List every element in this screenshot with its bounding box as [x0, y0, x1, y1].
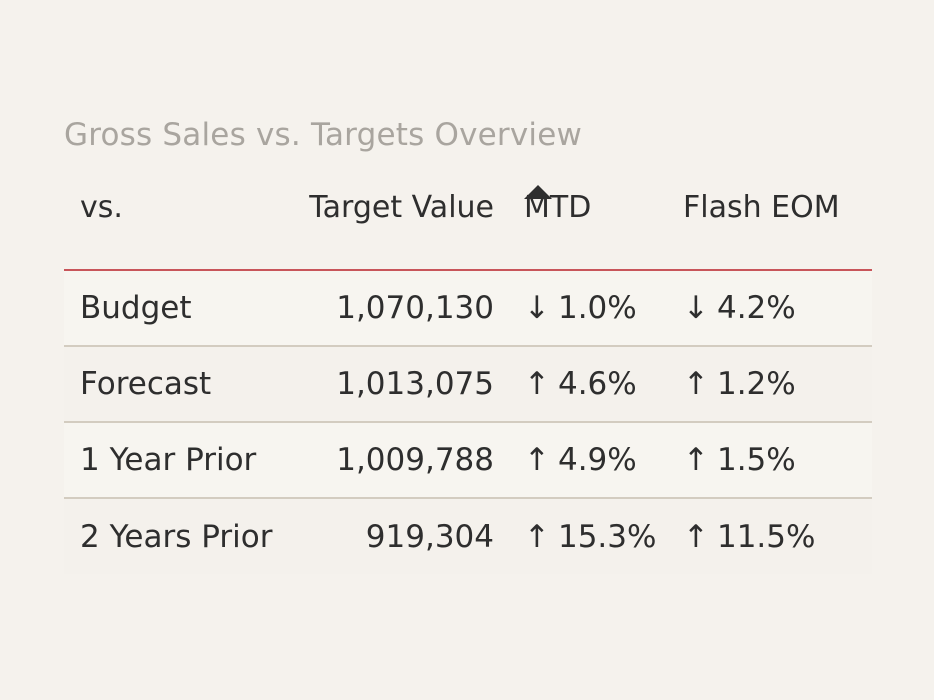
- target-value-cell: 1,013,075: [274, 346, 498, 423]
- sales-targets-panel: Gross Sales vs. Targets Overview vs. Tar…: [64, 112, 872, 574]
- row-label: 2 Years Prior: [64, 498, 274, 574]
- mtd-value: 1.0%: [557, 290, 637, 326]
- target-value-cell: 1,009,788: [274, 422, 498, 499]
- mtd-value: 15.3%: [557, 518, 657, 555]
- table-row: 2 Years Prior 919,304 ↑ 15.3% ↑ 11.5%: [64, 498, 872, 574]
- flash-eom-cell: ↑ 11.5%: [658, 498, 872, 574]
- table-header-row: vs. Target Value MTD Flash EOM: [64, 162, 872, 271]
- column-header-target-value[interactable]: Target Value: [274, 162, 498, 271]
- up-arrow-icon: ↑: [524, 442, 550, 478]
- sales-targets-table: vs. Target Value MTD Flash EOM Budget 1,…: [64, 162, 872, 574]
- panel-title: Gross Sales vs. Targets Overview: [64, 117, 583, 153]
- flash-eom-value: 4.2%: [716, 290, 796, 326]
- column-header-flash-eom[interactable]: Flash EOM: [658, 162, 872, 271]
- up-arrow-icon: ↑: [683, 442, 709, 478]
- mtd-cell: ↓ 1.0%: [498, 270, 658, 347]
- down-arrow-icon: ↓: [683, 290, 709, 326]
- up-arrow-icon: ↑: [683, 366, 709, 402]
- mtd-cell: ↑ 4.9%: [498, 422, 658, 499]
- flash-eom-value: 1.2%: [716, 366, 796, 402]
- mtd-cell: ↑ 4.6%: [498, 346, 658, 423]
- up-arrow-icon: ↑: [524, 366, 550, 402]
- table-row: Forecast 1,013,075 ↑ 4.6% ↑ 1.2%: [64, 346, 872, 423]
- column-header-mtd[interactable]: MTD: [498, 162, 658, 271]
- target-value-cell: 1,070,130: [274, 270, 498, 347]
- flash-eom-cell: ↑ 1.2%: [658, 346, 872, 423]
- triangle-up-icon[interactable]: [524, 185, 552, 199]
- flash-eom-cell: ↓ 4.2%: [658, 270, 872, 347]
- up-arrow-icon: ↑: [683, 518, 709, 555]
- table-row: 1 Year Prior 1,009,788 ↑ 4.9% ↑ 1.5%: [64, 422, 872, 499]
- flash-eom-cell: ↑ 1.5%: [658, 422, 872, 499]
- flash-eom-value: 1.5%: [716, 442, 796, 478]
- mtd-cell: ↑ 15.3%: [498, 498, 658, 574]
- column-header-vs[interactable]: vs.: [64, 162, 274, 271]
- up-arrow-icon: ↑: [524, 518, 550, 555]
- row-label: 1 Year Prior: [64, 422, 274, 499]
- table-row: Budget 1,070,130 ↓ 1.0% ↓ 4.2%: [64, 270, 872, 347]
- mtd-value: 4.6%: [557, 366, 637, 402]
- target-value-cell: 919,304: [274, 498, 498, 574]
- mtd-value: 4.9%: [557, 442, 637, 478]
- flash-eom-value: 11.5%: [716, 518, 816, 555]
- down-arrow-icon: ↓: [524, 290, 550, 326]
- row-label: Budget: [64, 270, 274, 347]
- row-label: Forecast: [64, 346, 274, 423]
